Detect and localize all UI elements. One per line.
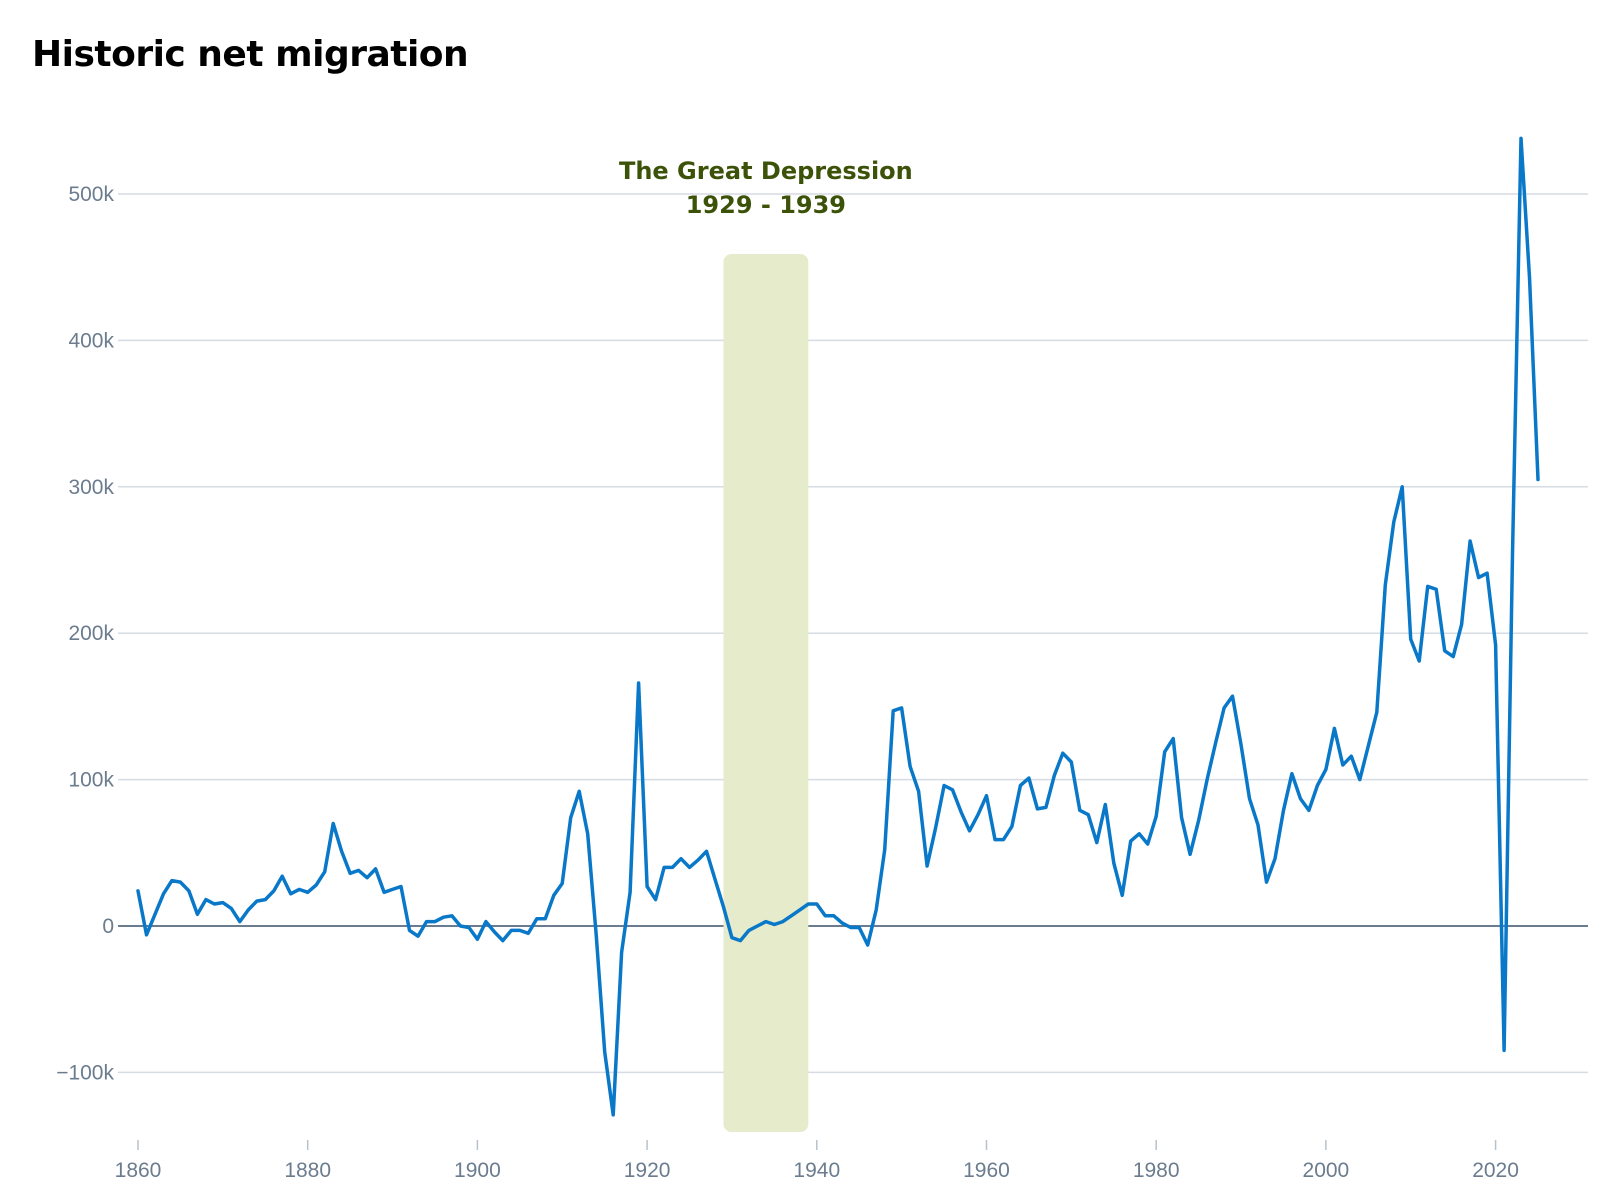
y-tick-label: 0 — [102, 915, 114, 938]
x-tick-label: 1960 — [963, 1159, 1010, 1182]
great-depression-band — [723, 254, 809, 1132]
x-tick-label: 1940 — [793, 1159, 840, 1182]
x-tick-label: 2000 — [1303, 1159, 1350, 1182]
highlight-region — [723, 254, 809, 1132]
y-axis: −100k 0 100k 200k 300k 400k 500k — [56, 183, 114, 1084]
x-tick-label: 1980 — [1133, 1159, 1180, 1182]
y-tick-label: 400k — [68, 329, 114, 352]
y-tick-label: −100k — [56, 1061, 114, 1084]
x-axis: 1860 1880 1900 1920 1940 1960 1980 2000 2020 — [115, 1140, 1519, 1182]
annotation-label: The Great Depression — [619, 157, 913, 185]
y-tick-label: 500k — [68, 183, 114, 206]
series-line — [136, 136, 1540, 1117]
x-tick-label: 1860 — [115, 1159, 162, 1182]
x-tick-label: 1920 — [624, 1159, 671, 1182]
annotation: The Great Depression 1929 - 1939 — [619, 157, 913, 219]
y-tick-label: 100k — [68, 769, 114, 792]
annotation-range-label: 1929 - 1939 — [686, 191, 846, 219]
x-tick-label: 1880 — [284, 1159, 331, 1182]
chart-title: Historic net migration — [32, 34, 469, 75]
x-tick-label: 2020 — [1472, 1159, 1519, 1182]
x-tick-label: 1900 — [454, 1159, 501, 1182]
y-tick-label: 200k — [68, 622, 114, 645]
y-tick-label: 300k — [68, 476, 114, 499]
series-layer — [136, 136, 1540, 1117]
gridlines — [118, 193, 1588, 1074]
